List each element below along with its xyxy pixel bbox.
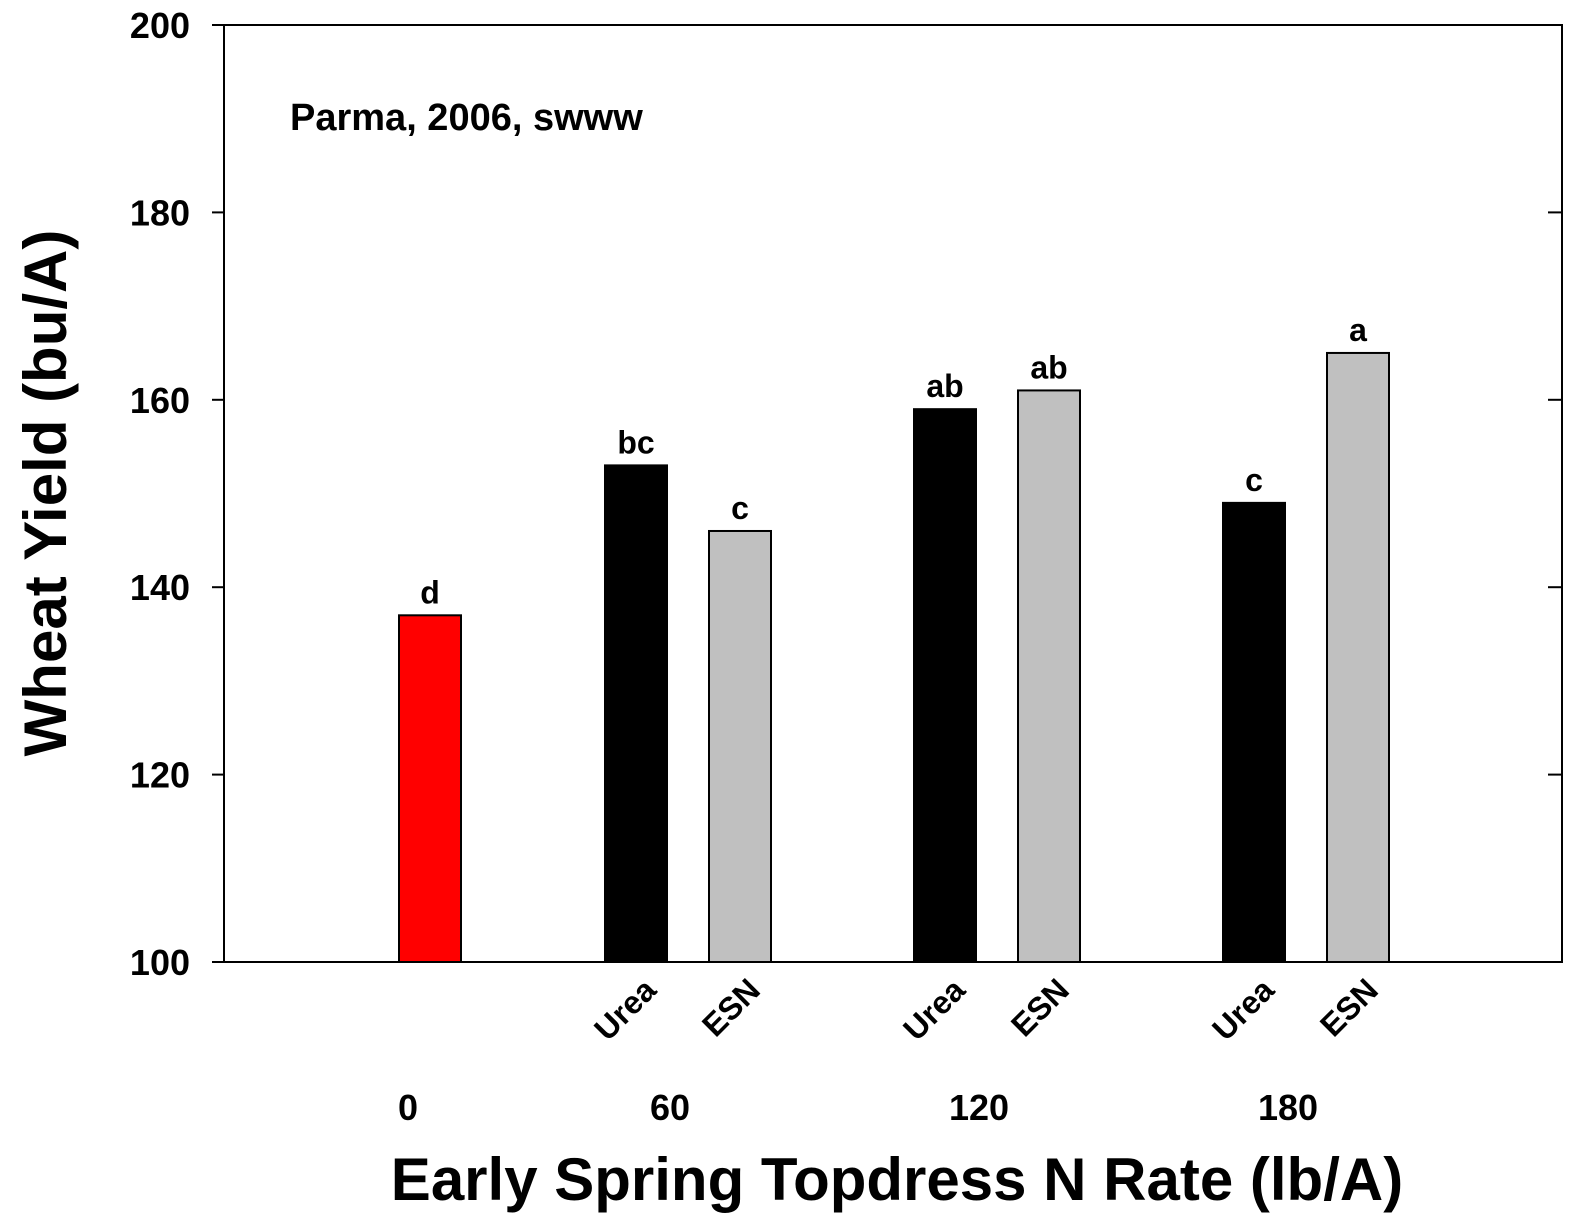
series-label: ESN [1313,971,1385,1043]
bar [604,464,668,963]
x-tick-label: 120 [949,1087,1009,1128]
bar [1017,389,1081,963]
bar [1222,501,1286,963]
annotation: Parma, 2006, swww [290,97,643,139]
bar-letter: d [420,574,440,610]
plot-frame [223,24,1563,963]
series-label: Urea [896,971,972,1047]
series-label: Urea [1205,971,1281,1047]
y-tick-label: 200 [130,5,190,46]
bar-letter: c [731,490,749,526]
y-tick-label: 180 [130,192,190,233]
bar [708,529,772,963]
bar-letter: ab [1030,349,1067,385]
x-tick-label: 180 [1258,1087,1318,1128]
bar-letter: c [1245,462,1263,498]
bar [398,614,462,963]
bar-letter: ab [926,368,963,404]
series-label: ESN [1004,971,1076,1043]
bar [1326,351,1390,963]
y-tick-label: 160 [130,380,190,421]
y-tick-label: 120 [130,755,190,796]
series-label: Urea [587,971,663,1047]
y-axis-label: Wheat Yield (bu/A) [12,230,79,757]
bar-letter: a [1349,312,1367,348]
y-tick-label: 100 [130,942,190,983]
x-tick-label: 60 [650,1087,690,1128]
x-tick-label: 0 [398,1087,418,1128]
x-axis-label: Early Spring Topdress N Rate (lb/A) [391,1146,1403,1213]
series-label: ESN [695,971,767,1043]
bar-letter: bc [617,424,654,460]
y-tick-label: 140 [130,567,190,608]
bar [913,408,977,964]
